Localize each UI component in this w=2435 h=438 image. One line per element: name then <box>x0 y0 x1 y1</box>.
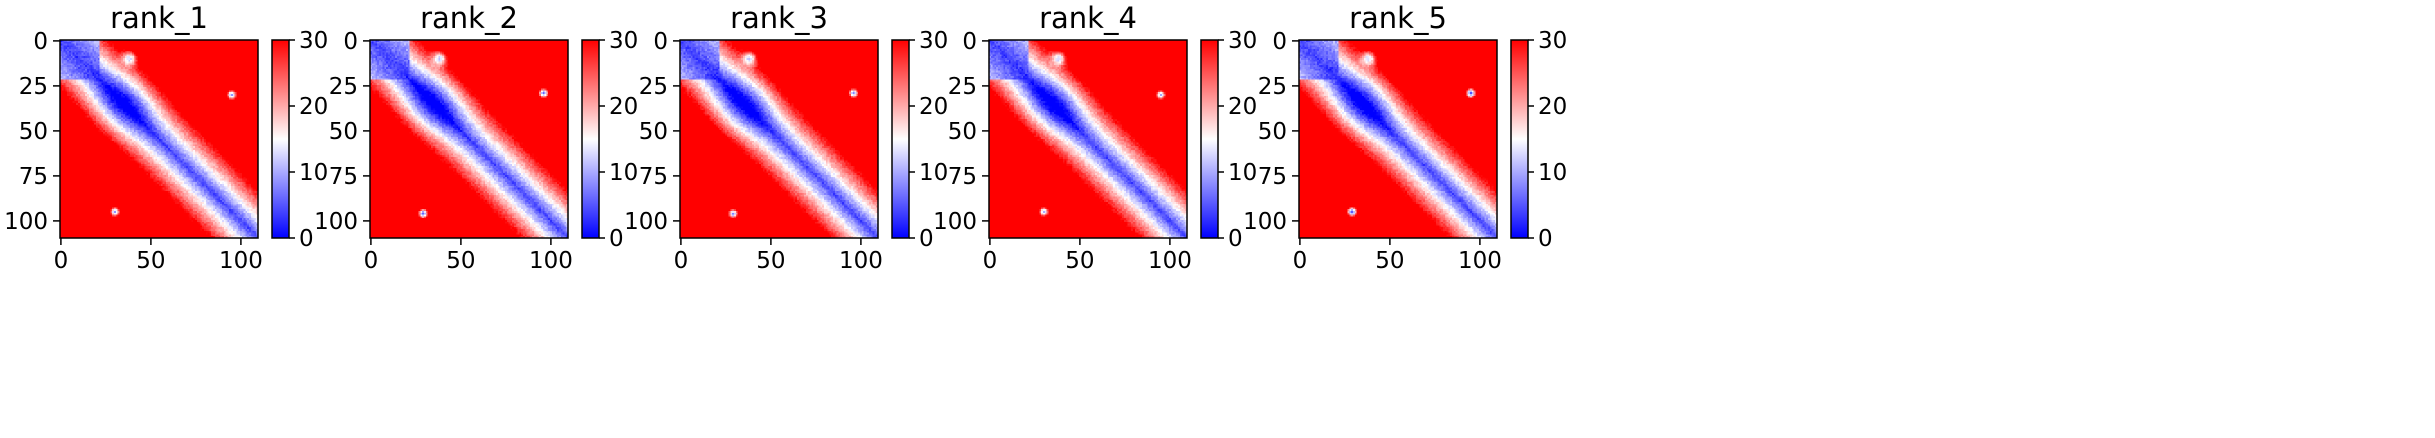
y-tick-label: 0 <box>1272 29 1287 55</box>
x-tick-label: 100 <box>529 248 573 274</box>
y-tick-label: 100 <box>1243 209 1287 235</box>
panel-title: rank_4 <box>1039 1 1137 35</box>
y-tick-label: 75 <box>1258 164 1287 190</box>
y-tick-label: 100 <box>4 209 48 235</box>
y-tick-label: 100 <box>314 209 358 235</box>
y-tick-label: 0 <box>653 29 668 55</box>
heatmap-image <box>60 40 258 238</box>
colorbar <box>581 39 600 239</box>
x-tick-label: 0 <box>674 248 689 274</box>
y-tick-label: 0 <box>343 29 358 55</box>
colorbar-tick-label: 10 <box>919 160 948 186</box>
colorbar-tick-label: 20 <box>299 94 328 120</box>
colorbar-tick-label: 30 <box>1538 28 1567 54</box>
colorbar-tick-label: 0 <box>299 226 314 252</box>
y-tick-label: 75 <box>329 164 358 190</box>
plot-frame <box>369 39 569 239</box>
colorbar <box>1510 39 1529 239</box>
y-tick-label: 25 <box>948 74 977 100</box>
x-tick-label: 0 <box>364 248 379 274</box>
colorbar-tick-label: 10 <box>1538 160 1567 186</box>
x-tick-label: 50 <box>446 248 475 274</box>
y-tick-label: 25 <box>1258 74 1287 100</box>
panel-title: rank_1 <box>110 1 208 35</box>
x-tick-label: 100 <box>1148 248 1192 274</box>
colorbar-tick-label: 20 <box>919 94 948 120</box>
y-tick-label: 75 <box>948 164 977 190</box>
y-tick-label: 75 <box>19 164 48 190</box>
y-tick-label: 0 <box>962 29 977 55</box>
colorbar <box>1200 39 1219 239</box>
y-tick-label: 50 <box>639 119 668 145</box>
plot-frame <box>1298 39 1498 239</box>
colorbar-tick-label: 10 <box>609 160 638 186</box>
panel-title: rank_2 <box>420 1 518 35</box>
colorbar-tick-label: 30 <box>1228 28 1257 54</box>
x-tick-label: 0 <box>1293 248 1308 274</box>
colorbar-tick-label: 0 <box>919 226 934 252</box>
plot-frame <box>59 39 259 239</box>
x-tick-label: 100 <box>219 248 263 274</box>
colorbar-tick-label: 0 <box>1538 226 1553 252</box>
y-tick-label: 100 <box>624 209 668 235</box>
y-tick-label: 50 <box>329 119 358 145</box>
y-tick-label: 25 <box>329 74 358 100</box>
colorbar-tick-label: 0 <box>609 226 624 252</box>
colorbar-tick-label: 10 <box>299 160 328 186</box>
panel-title: rank_3 <box>730 1 828 35</box>
y-tick-label: 0 <box>33 29 48 55</box>
y-tick-label: 50 <box>19 119 48 145</box>
colorbar-tick-label: 0 <box>1228 226 1243 252</box>
x-tick-label: 50 <box>1375 248 1404 274</box>
colorbar-tick-label: 30 <box>299 28 328 54</box>
x-tick-label: 100 <box>839 248 883 274</box>
x-tick-label: 50 <box>1065 248 1094 274</box>
heatmap-image <box>370 40 568 238</box>
y-tick-label: 50 <box>948 119 977 145</box>
colorbar-tick-label: 20 <box>1228 94 1257 120</box>
colorbar <box>891 39 910 239</box>
y-tick-label: 75 <box>639 164 668 190</box>
colorbar-tick-label: 30 <box>609 28 638 54</box>
colorbar <box>271 39 290 239</box>
x-tick-label: 50 <box>136 248 165 274</box>
plot-frame <box>988 39 1188 239</box>
colorbar-tick-label: 10 <box>1228 160 1257 186</box>
y-tick-label: 25 <box>19 74 48 100</box>
x-tick-label: 0 <box>54 248 69 274</box>
y-tick-label: 50 <box>1258 119 1287 145</box>
x-tick-label: 100 <box>1458 248 1502 274</box>
y-tick-label: 100 <box>933 209 977 235</box>
colorbar-tick-label: 20 <box>1538 94 1567 120</box>
x-tick-label: 0 <box>983 248 998 274</box>
plot-frame <box>679 39 879 239</box>
panel-title: rank_5 <box>1349 1 1447 35</box>
colorbar-tick-label: 30 <box>919 28 948 54</box>
heatmap-image <box>989 40 1187 238</box>
colorbar-tick-label: 20 <box>609 94 638 120</box>
x-tick-label: 50 <box>756 248 785 274</box>
heatmap-image <box>680 40 878 238</box>
y-tick-label: 25 <box>639 74 668 100</box>
heatmap-image <box>1299 40 1497 238</box>
